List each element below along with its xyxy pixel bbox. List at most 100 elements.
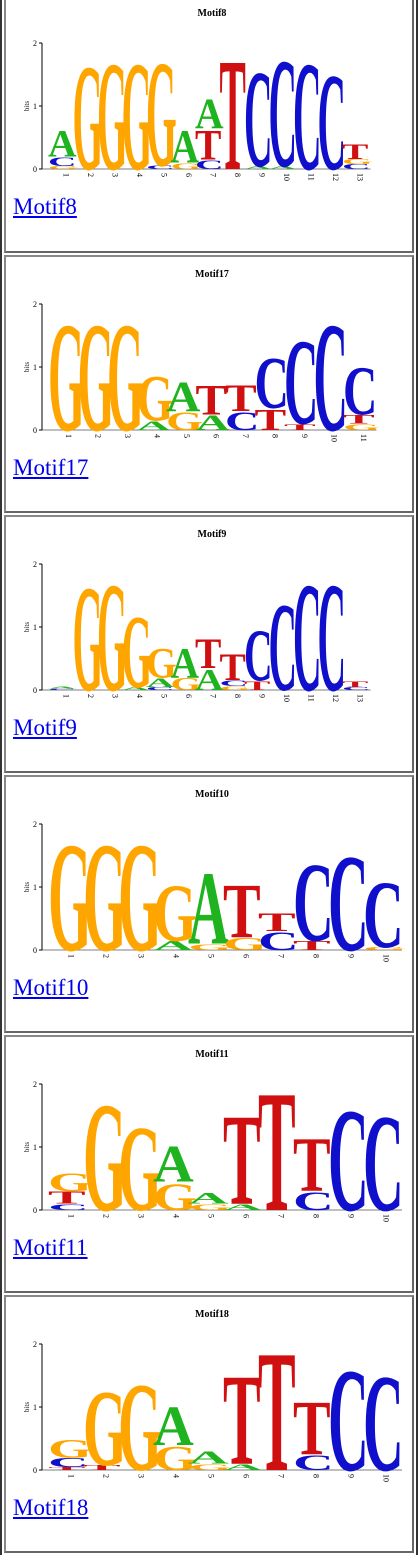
logo-letter-glyph: T bbox=[225, 377, 257, 420]
logo-letter-glyph: C bbox=[342, 686, 371, 691]
position-label: 6 bbox=[242, 1214, 251, 1218]
y-tick-label: 0 bbox=[33, 1206, 37, 1215]
logo-letter-glyph: A bbox=[188, 852, 229, 968]
y-tick-label: 2 bbox=[33, 39, 37, 48]
logo-letter: G bbox=[48, 1168, 92, 1197]
position-label: 9 bbox=[347, 954, 356, 958]
motif-cell: Motif10 0 1 2 bits G 1 G 2 G 3 A G 4 G A 5 G T 6 C T 7 T C 8 C 9 G C 1… bbox=[4, 775, 414, 1033]
position-label: 10 bbox=[382, 954, 391, 962]
logo-letter-glyph: T bbox=[244, 679, 271, 693]
motif-link[interactable]: Motif9 bbox=[13, 715, 77, 740]
logo-letter: C bbox=[225, 407, 259, 436]
logo-letter-glyph: T bbox=[258, 908, 296, 937]
position-label: 2 bbox=[86, 694, 95, 698]
logo-letter-glyph: G bbox=[171, 162, 202, 171]
logo-letter-glyph: G bbox=[48, 1434, 92, 1463]
y-axis-label: bits bbox=[23, 622, 31, 632]
logo-letter: C bbox=[48, 688, 77, 690]
logo-letter-glyph: C bbox=[244, 614, 273, 696]
y-tick-label: 1 bbox=[33, 102, 37, 111]
logo-letter-glyph: C bbox=[220, 679, 249, 688]
logo-letter: G bbox=[78, 291, 115, 453]
motif-link[interactable]: Motif11 bbox=[13, 1235, 88, 1260]
logo-letter: A bbox=[188, 1190, 229, 1207]
logo-letter: G bbox=[166, 407, 203, 436]
position-label: 3 bbox=[137, 1474, 146, 1478]
position-label: 6 bbox=[242, 1474, 251, 1478]
logo-letter: G bbox=[97, 550, 128, 713]
logo-letter: G bbox=[97, 29, 128, 192]
logo-letter: G bbox=[153, 1175, 197, 1219]
logo-letter-glyph: C bbox=[363, 1087, 404, 1233]
logo-letter: G bbox=[73, 33, 104, 192]
logo-letter-glyph: T bbox=[258, 1055, 296, 1233]
logo-letter-glyph: A bbox=[244, 165, 274, 170]
logo-letter-glyph: T bbox=[343, 412, 375, 427]
position-label: 3 bbox=[137, 954, 146, 958]
logo-letter: A bbox=[48, 121, 77, 165]
logo-letter: A bbox=[196, 411, 231, 435]
logo-letter: G bbox=[48, 810, 92, 973]
logo-letter-glyph: G bbox=[73, 33, 104, 192]
position-label: 6 bbox=[184, 694, 193, 698]
logo-letter-glyph: A bbox=[146, 676, 176, 690]
logo-letter-glyph: C bbox=[48, 1455, 89, 1470]
position-label: 1 bbox=[64, 434, 73, 438]
logo-letter: G bbox=[48, 165, 79, 170]
logo-letter: C bbox=[293, 550, 322, 713]
logo-letter: T bbox=[258, 1315, 296, 1493]
logo-letter: G bbox=[83, 1070, 127, 1233]
logo-letter-glyph: G bbox=[73, 554, 104, 713]
logo-title: Motif8 bbox=[198, 8, 227, 19]
position-label: 6 bbox=[184, 173, 193, 177]
logo-letter-glyph: C bbox=[258, 927, 299, 956]
logo-letter-glyph: C bbox=[293, 550, 322, 713]
logo-letter-glyph: A bbox=[195, 90, 224, 138]
logo-letter-glyph: C bbox=[146, 686, 175, 691]
logo-letter: T bbox=[195, 630, 222, 678]
position-label: 8 bbox=[233, 173, 242, 177]
logo-letter-glyph: C bbox=[293, 840, 334, 965]
position-label: 10 bbox=[329, 434, 338, 442]
y-tick-label: 2 bbox=[33, 1080, 37, 1089]
logo-letter-glyph: A bbox=[188, 1190, 229, 1207]
logo-letter-glyph: T bbox=[196, 375, 228, 424]
logo-letter-glyph: C bbox=[293, 1451, 334, 1475]
motif-cell: Motif18 0 1 2 bits T C G 1 T G 2 G 3 G A 4 G A 5 A T 6 T 7 C T 8 C 9 C… bbox=[4, 1295, 414, 1553]
y-tick-label: 1 bbox=[33, 1403, 37, 1412]
logo-letter-glyph: A bbox=[48, 686, 78, 689]
logo-letter: G bbox=[107, 291, 144, 453]
logo-letter-glyph: G bbox=[146, 30, 177, 192]
logo-letter: T bbox=[244, 679, 271, 693]
logo-letter: G bbox=[342, 158, 373, 166]
logo-letter-glyph: C bbox=[48, 1202, 89, 1212]
motif-link[interactable]: Motif18 bbox=[13, 1495, 89, 1520]
logo-letter-glyph: C bbox=[293, 29, 322, 192]
logo-letter-glyph: T bbox=[255, 402, 287, 436]
motif-link[interactable]: Motif8 bbox=[13, 194, 77, 219]
logo-letter: A bbox=[223, 1202, 264, 1212]
logo-letter-glyph: G bbox=[97, 29, 128, 192]
position-label: 3 bbox=[123, 434, 132, 438]
logo-letter: G bbox=[48, 291, 85, 453]
position-label: 11 bbox=[359, 434, 368, 442]
logo-letter: A bbox=[188, 852, 229, 968]
logo-letter: T bbox=[48, 1466, 86, 1471]
position-label: 7 bbox=[277, 954, 286, 958]
logo-letter-glyph: G bbox=[122, 29, 153, 192]
logo-letter-glyph: A bbox=[223, 1462, 264, 1472]
logo-letter: A bbox=[166, 372, 200, 421]
logo-letter: C bbox=[258, 927, 299, 956]
position-label: 13 bbox=[355, 173, 364, 181]
position-label: 10 bbox=[382, 1214, 391, 1222]
logo-letter-glyph: G bbox=[83, 1070, 127, 1233]
position-label: 1 bbox=[61, 173, 70, 177]
logo-letter: C bbox=[146, 686, 175, 691]
logo-letter: G bbox=[171, 162, 202, 171]
logo-letter: C bbox=[314, 291, 348, 453]
motif-link[interactable]: Motif10 bbox=[13, 975, 89, 1000]
y-tick-label: 2 bbox=[33, 1340, 37, 1349]
motif-link[interactable]: Motif17 bbox=[13, 455, 89, 480]
